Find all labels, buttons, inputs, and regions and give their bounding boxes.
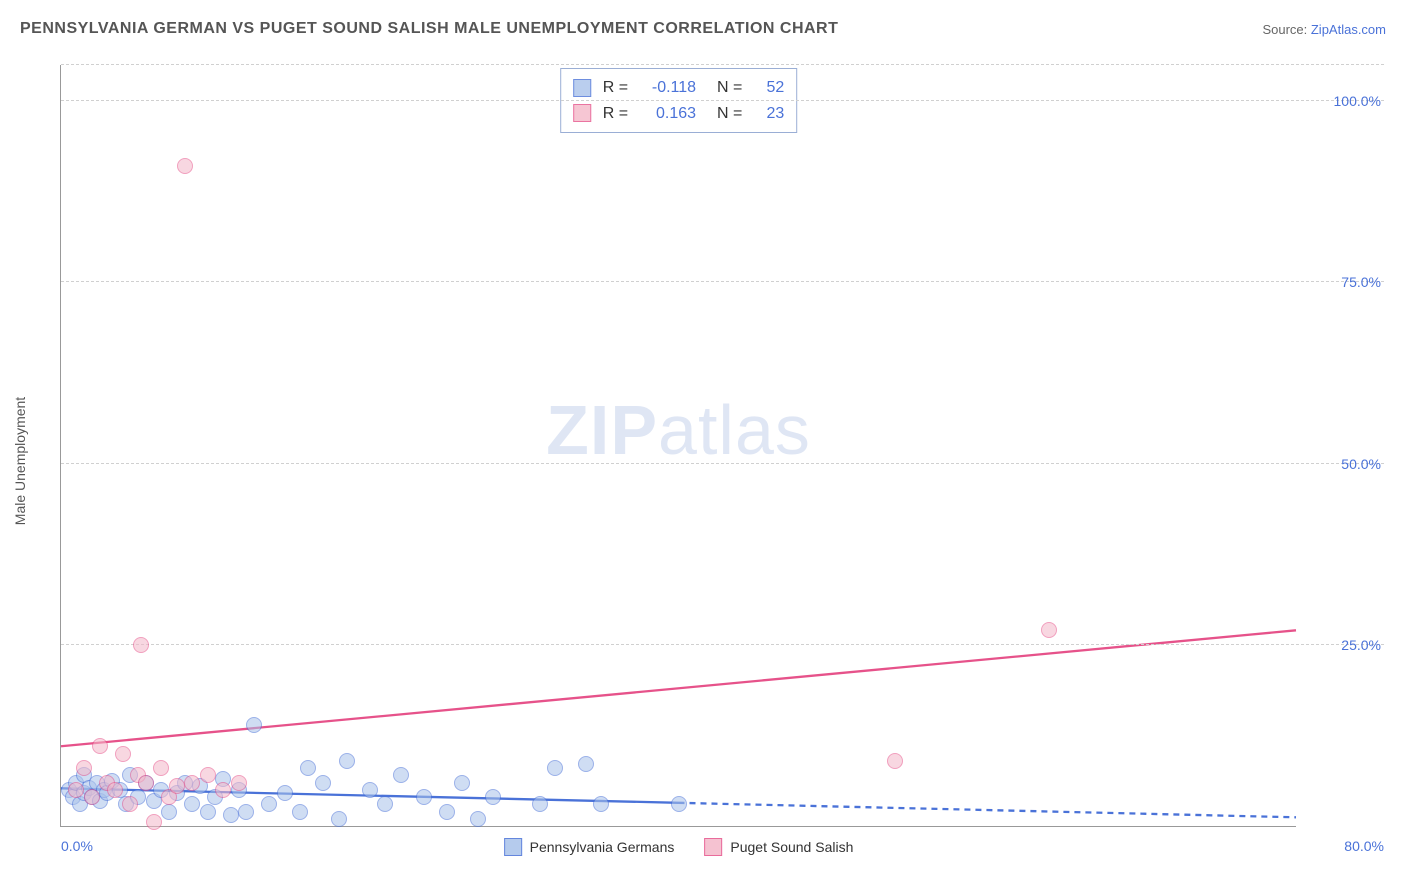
y-axis-tick: 50.0% [1301, 456, 1381, 472]
scatter-point [68, 782, 84, 798]
x-axis-tick-right: 80.0% [1344, 838, 1384, 854]
scatter-point [671, 796, 687, 812]
scatter-point [532, 796, 548, 812]
scatter-point [238, 804, 254, 820]
scatter-point [339, 753, 355, 769]
scatter-point [84, 789, 100, 805]
gridline [61, 463, 1384, 464]
source-link[interactable]: ZipAtlas.com [1311, 22, 1386, 37]
scatter-point [231, 775, 247, 791]
scatter-point [153, 760, 169, 776]
scatter-point [1041, 622, 1057, 638]
chart-title: PENNSYLVANIA GERMAN VS PUGET SOUND SALIS… [20, 20, 838, 38]
scatter-point [92, 738, 108, 754]
scatter-point [485, 789, 501, 805]
series-legend: Pennsylvania Germans Puget Sound Salish [504, 838, 854, 856]
legend-label: Puget Sound Salish [730, 839, 853, 855]
x-axis-tick-left: 0.0% [61, 838, 93, 854]
scatter-point [362, 782, 378, 798]
y-axis-tick: 75.0% [1301, 274, 1381, 290]
y-axis-tick: 100.0% [1301, 93, 1381, 109]
scatter-point [292, 804, 308, 820]
y-axis-label: Male Unemployment [12, 397, 28, 525]
scatter-point [215, 782, 231, 798]
legend-swatch [573, 79, 591, 97]
scatter-point [300, 760, 316, 776]
r-value: -0.118 [640, 75, 696, 101]
scatter-point [416, 789, 432, 805]
scatter-point [593, 796, 609, 812]
source-prefix: Source: [1262, 22, 1310, 37]
legend-item: Puget Sound Salish [704, 838, 853, 856]
plot-area: ZIPatlas R =-0.118 N =52R =0.163 N =23 0… [60, 65, 1296, 827]
gridline [61, 281, 1384, 282]
scatter-point [277, 785, 293, 801]
scatter-point [138, 775, 154, 791]
scatter-point [315, 775, 331, 791]
scatter-point [393, 767, 409, 783]
source-attribution: Source: ZipAtlas.com [1262, 22, 1386, 37]
scatter-point [76, 760, 92, 776]
gridline [61, 644, 1384, 645]
scatter-point [578, 756, 594, 772]
scatter-point [377, 796, 393, 812]
scatter-point [122, 796, 138, 812]
correlation-row: R =0.163 N =23 [573, 101, 785, 127]
r-value: 0.163 [640, 101, 696, 127]
scatter-point [887, 753, 903, 769]
scatter-point [200, 767, 216, 783]
scatter-point [331, 811, 347, 827]
scatter-point [200, 804, 216, 820]
scatter-point [169, 778, 185, 794]
scatter-point [107, 782, 123, 798]
legend-swatch [573, 104, 591, 122]
n-value: 23 [754, 101, 784, 127]
n-value: 52 [754, 75, 784, 101]
scatter-point [470, 811, 486, 827]
trend-lines [61, 65, 1296, 826]
scatter-point [133, 637, 149, 653]
scatter-point [184, 775, 200, 791]
scatter-point [115, 746, 131, 762]
scatter-point [261, 796, 277, 812]
gridline [61, 100, 1384, 101]
scatter-point [184, 796, 200, 812]
correlation-row: R =-0.118 N =52 [573, 75, 785, 101]
scatter-point [223, 807, 239, 823]
y-axis-tick: 25.0% [1301, 637, 1381, 653]
gridline [61, 64, 1384, 65]
scatter-point [177, 158, 193, 174]
scatter-point [246, 717, 262, 733]
scatter-point [439, 804, 455, 820]
legend-swatch [704, 838, 722, 856]
chart-container: Male Unemployment ZIPatlas R =-0.118 N =… [50, 60, 1386, 862]
legend-label: Pennsylvania Germans [530, 839, 675, 855]
scatter-point [161, 804, 177, 820]
scatter-point [454, 775, 470, 791]
scatter-point [146, 814, 162, 830]
legend-item: Pennsylvania Germans [504, 838, 675, 856]
scatter-point [547, 760, 563, 776]
legend-swatch [504, 838, 522, 856]
header: PENNSYLVANIA GERMAN VS PUGET SOUND SALIS… [20, 20, 1386, 38]
